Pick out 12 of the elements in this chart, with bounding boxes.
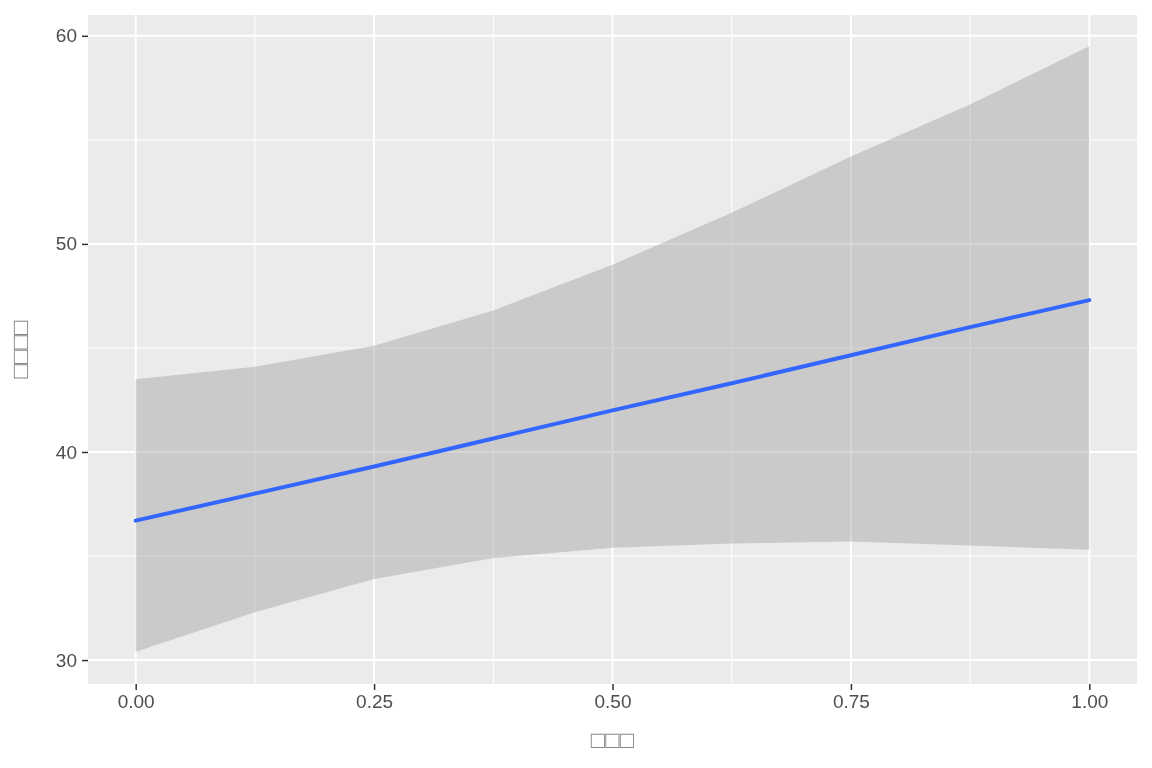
- line-series: [133, 298, 1092, 523]
- x-axis-title: □□□: [590, 726, 635, 753]
- x-tick-label: 0.50: [594, 691, 632, 713]
- x-tick-label: 0.00: [117, 691, 155, 713]
- x-tick-label: 1.00: [1071, 691, 1109, 713]
- y-axis-title: □□□□: [6, 320, 33, 379]
- x-tick-label: 0.75: [832, 691, 870, 713]
- x-tick-label: 0.25: [356, 691, 394, 713]
- y-tick-label: 30: [55, 649, 77, 671]
- y-tick-label: 40: [55, 441, 77, 463]
- y-tick-label: 60: [55, 25, 77, 47]
- y-tick-label: 50: [55, 233, 77, 255]
